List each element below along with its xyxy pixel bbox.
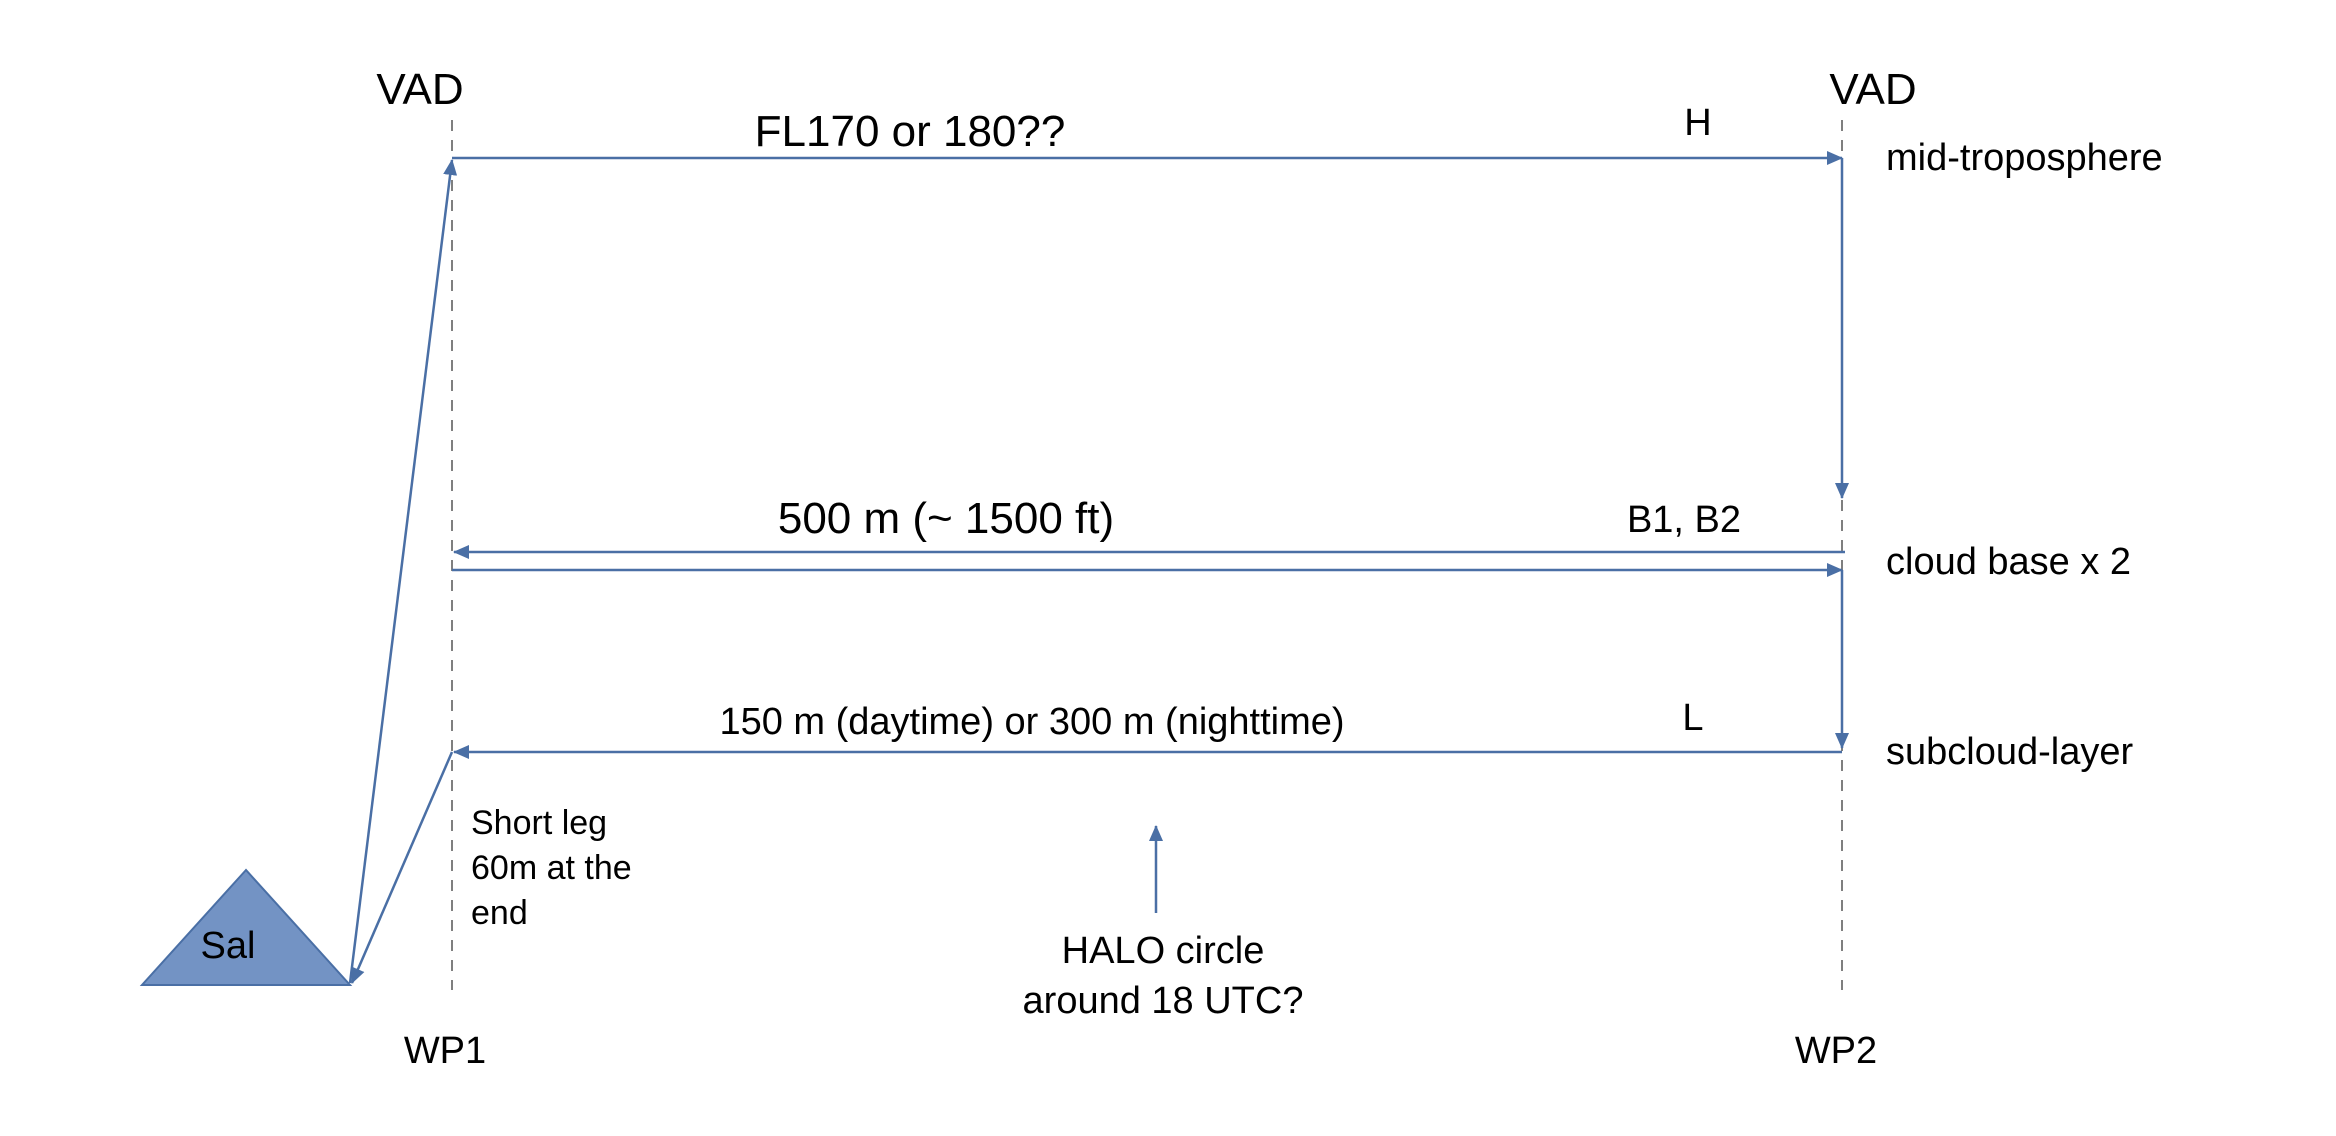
halo-note-line-1: HALO circle — [1062, 930, 1265, 972]
middle-leg-altitude: 500 m (~ 1500 ft) — [778, 494, 1114, 543]
sal-triangle — [139, 868, 353, 986]
short-leg-note-line-1: Short leg — [471, 804, 607, 842]
lower-leg-altitude: 150 m (daytime) or 300 m (nighttime) — [719, 701, 1344, 743]
halo-note-line-2: around 18 UTC? — [1023, 980, 1304, 1022]
middle-leg-tag: B1, B2 — [1627, 499, 1741, 541]
upper-leg-altitude: FL170 or 180?? — [755, 107, 1066, 156]
return-path-wp1-to-sal — [350, 751, 454, 984]
vad-left-label: VAD — [376, 65, 463, 114]
cloud-base-label: cloud base x 2 — [1886, 541, 2131, 583]
short-leg-note-line-2: 60m at the — [471, 849, 632, 887]
short-leg-note-line-3: end — [471, 894, 528, 932]
wp1-label: WP1 — [404, 1030, 486, 1072]
lower-leg-tag: L — [1682, 697, 1703, 739]
climb-path-sal-to-wp1 — [348, 159, 458, 984]
subcloud-layer-label: subcloud-layer — [1886, 731, 2133, 773]
mid-troposphere-label: mid-troposphere — [1886, 137, 2163, 179]
vad-right-label: VAD — [1829, 65, 1916, 114]
upper-leg-tag: H — [1684, 102, 1711, 144]
wp2-label: WP2 — [1795, 1030, 1877, 1072]
sal-label: Sal — [201, 925, 256, 967]
